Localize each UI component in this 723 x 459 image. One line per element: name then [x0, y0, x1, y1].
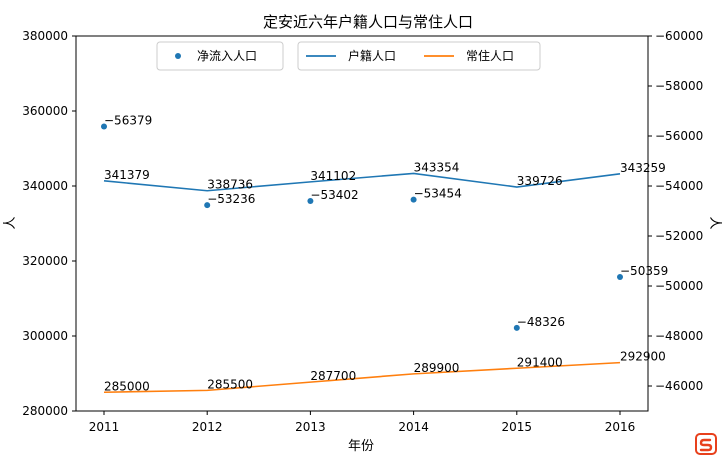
data-label-1: 291400: [517, 355, 563, 369]
y-right-tick-label: −50000: [655, 279, 703, 293]
data-label-2: −53236: [207, 192, 255, 206]
data-label-2: −48326: [517, 315, 565, 329]
data-label-0: 343354: [414, 160, 460, 174]
sogou-logo-icon: [695, 433, 717, 455]
legend-marker-scatter: [175, 53, 181, 59]
series-line-1: [103, 361, 621, 394]
data-label-2: −53454: [414, 187, 462, 201]
x-axis-label: 年份: [348, 439, 374, 454]
legend-label-0: 户籍人口: [348, 48, 396, 63]
data-label-0: 341102: [310, 169, 356, 183]
series-point-2: [513, 324, 520, 331]
x-tick-label: 2014: [398, 420, 429, 434]
data-label-1: 289900: [414, 361, 460, 375]
y-right-tick-label: −52000: [655, 229, 703, 243]
y-axis-left-label: 人: [3, 216, 18, 229]
data-label-1: 285500: [207, 377, 253, 391]
data-label-0: 343259: [620, 161, 666, 175]
series-point-2: [410, 196, 417, 203]
y-right-tick-label: −60000: [655, 29, 703, 43]
legend-label-1: 常住人口: [466, 49, 514, 63]
data-label-2: −53402: [310, 188, 358, 202]
legend-box-lines: [297, 41, 541, 71]
y-right-tick-label: −48000: [655, 329, 703, 343]
series-point-2: [307, 197, 314, 204]
y-axis-right-label: 人: [707, 216, 722, 229]
series-point-2: [204, 202, 211, 209]
x-tick-label: 2013: [295, 420, 326, 434]
x-tick-label: 2012: [192, 420, 223, 434]
axes: 2011 2012 2013 2014 2015 2016 280000 300000 3200…: [22, 29, 703, 434]
data-label-1: 287700: [310, 369, 356, 383]
legend-box-scatter: [156, 41, 284, 71]
series-point-2: [617, 274, 623, 281]
y-left-tick-label: 340000: [22, 179, 68, 193]
plot-frame: [75, 35, 649, 412]
series-layer: [101, 123, 623, 394]
data-label-2: −50359: [620, 264, 668, 278]
x-tick-label: 2016: [605, 420, 636, 434]
legend: 净流入人口 户籍人口 常住人口: [156, 41, 541, 71]
data-label-1: 292900: [620, 350, 666, 364]
data-label-2: −56379: [104, 114, 152, 128]
data-label-0: 341379: [104, 168, 150, 182]
y-right-tick-label: −58000: [655, 79, 703, 93]
data-label-0: 339726: [517, 174, 563, 188]
chart-title: 定安近六年户籍人口与常住人口: [263, 13, 473, 31]
series-line-0: [103, 172, 621, 192]
y-right-tick-label: −46000: [655, 379, 703, 393]
x-tick-label: 2011: [89, 420, 120, 434]
y-left-tick-label: 360000: [22, 104, 68, 118]
data-label-0: 338736: [207, 178, 253, 192]
y-left-tick-label: 280000: [22, 404, 68, 418]
data-label-1: 285000: [104, 379, 150, 393]
y-right-tick-label: −54000: [655, 179, 703, 193]
legend-label-scatter: 净流入人口: [197, 49, 257, 63]
y-left-tick-label: 380000: [22, 29, 68, 43]
x-tick-label: 2015: [502, 420, 533, 434]
data-labels: 341379 338736 341102 343354 339726 343259 2850…: [104, 114, 668, 394]
y-right-tick-label: −56000: [655, 129, 703, 143]
y-left-tick-label: 320000: [22, 254, 68, 268]
y-left-tick-label: 300000: [22, 329, 68, 343]
series-point-2: [101, 123, 107, 130]
